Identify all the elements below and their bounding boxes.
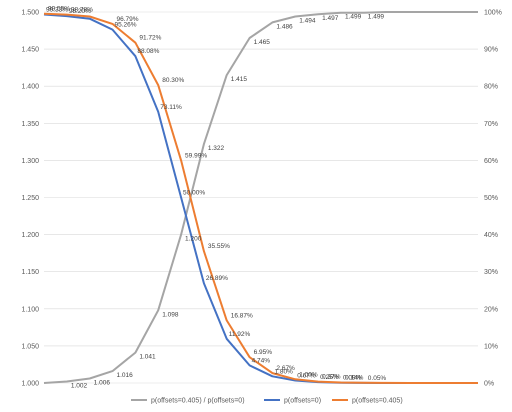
data-label: 6.95% [254,349,273,356]
data-label: 91.72% [139,35,161,42]
legend: p(offsets=0.405) / p(offsets=0) p(offsets… [131,398,403,405]
series-line-1 [43,13,478,384]
legend-entry: p(offsets=0) [284,398,321,405]
left-tick-label: 1.500 [21,10,39,17]
data-label: 1.00% [299,371,318,378]
data-label: 1.80% [274,368,293,375]
data-label: 2.67% [276,365,295,372]
series-line-0 [43,11,478,384]
left-tick-label: 1.300 [21,158,39,165]
data-label: 0.37% [322,374,341,381]
data-label: 26.89% [206,275,228,282]
data-label: 1.497 [322,15,339,22]
data-label: 1.098 [162,311,179,318]
left-tick-label: 1.250 [21,195,39,202]
data-label: 80.30% [162,77,184,84]
left-tick-label: 1.350 [21,121,39,128]
legend-entry: p(offsets=0.405) / p(offsets=0) [151,398,245,405]
gridlines [44,11,478,384]
right-tick-label: 50% [484,195,498,202]
data-label: 0.09% [343,375,362,382]
data-label: 50.00% [183,190,205,197]
data-label: 1.002 [71,383,88,390]
data-label: 99.55% [48,6,70,13]
left-tick-label: 1.150 [21,269,39,276]
right-tick-label: 60% [484,158,498,165]
right-tick-label: 40% [484,232,498,239]
data-labels: 1.002 1.006 1.016 1.041 1.098 1.200 1.322 1.415… [46,6,386,390]
data-label: 1.016 [117,372,134,379]
data-label: 1.200 [185,236,202,243]
data-label: 0.25% [320,374,339,381]
data-label: 73.11% [160,104,182,111]
data-label: 96.79% [117,16,139,23]
data-label: 98.78% [71,7,93,14]
series-lines [43,11,478,384]
data-label: 88.08% [137,48,159,55]
data-label: 1.322 [208,145,225,152]
data-label: 11.92% [229,331,251,338]
left-tick-label: 1.000 [21,381,39,388]
data-label: 1.499 [368,14,385,21]
right-axis-ticks: 0% 10% 20% 30% 40% 50% 60% 70% 80% 90% 100% [484,10,502,388]
right-tick-label: 10% [484,343,498,350]
right-tick-label: 100% [484,10,502,17]
left-tick-label: 1.450 [21,47,39,54]
data-label: 0.67% [297,373,316,380]
data-label: 1.486 [276,23,293,30]
data-label: 0.14% [345,374,364,381]
data-label: 59.99% [185,152,207,159]
data-label: 98.20% [69,8,91,15]
data-label: 1.415 [231,76,248,83]
data-label: 0.05% [368,375,387,382]
data-label: 4.74% [252,357,271,364]
left-tick-label: 1.400 [21,84,39,91]
data-label: 16.87% [231,312,253,319]
left-tick-label: 1.100 [21,306,39,313]
series-line-2 [43,12,478,384]
data-label: 1.465 [254,39,271,46]
data-label: 1.494 [299,17,316,24]
left-axis-ticks: 1.000 1.050 1.100 1.150 1.200 1.250 1.300 1.350… [21,10,39,388]
right-tick-label: 0% [484,381,494,388]
left-tick-label: 1.200 [21,232,39,239]
data-label: 99.33% [46,6,68,13]
data-label: 95.26% [115,22,137,29]
data-label: 1.041 [139,354,156,361]
right-tick-label: 90% [484,47,498,54]
left-tick-label: 1.050 [21,343,39,350]
right-tick-label: 70% [484,121,498,128]
data-label: 1.006 [94,380,111,387]
right-tick-label: 20% [484,306,498,313]
legend-entry: p(offsets=0.405) [352,398,403,405]
data-label: 1.499 [345,14,362,21]
data-label: 35.55% [208,243,230,250]
right-tick-label: 80% [484,84,498,91]
right-tick-label: 30% [484,269,498,276]
